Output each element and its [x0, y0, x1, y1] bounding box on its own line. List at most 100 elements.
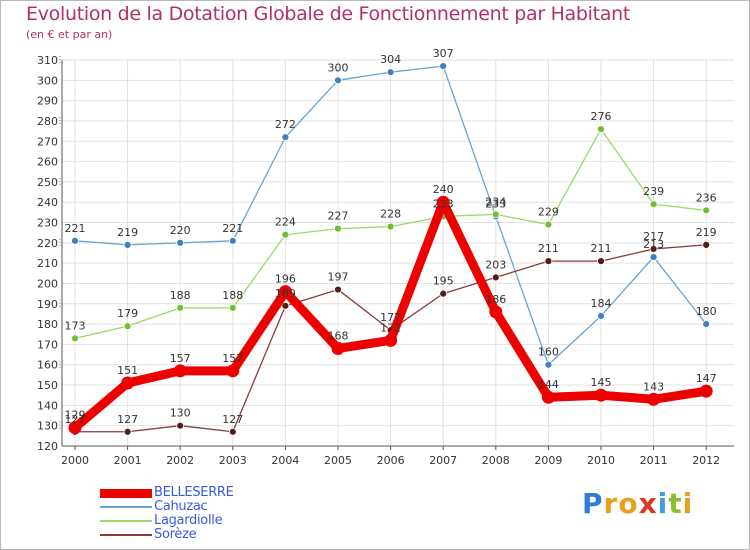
x-tick-label: 2009 [534, 454, 562, 467]
y-tick-label: 200 [37, 277, 58, 290]
point-lagardiolle [228, 303, 237, 312]
data-label-sor-ze: 217 [643, 230, 664, 243]
x-tick-label: 2000 [61, 454, 89, 467]
data-label-sor-ze: 197 [328, 271, 349, 284]
y-tick-label: 220 [37, 237, 58, 250]
point-belleserre [173, 364, 187, 378]
y-tick-label: 260 [37, 156, 58, 169]
point-sor-ze [649, 245, 658, 253]
point-cahuzac [228, 236, 237, 245]
data-label-sor-ze: 127 [222, 413, 243, 426]
data-label-lagardiolle: 188 [222, 289, 243, 302]
point-belleserre [68, 421, 82, 435]
data-label-sor-ze: 127 [65, 413, 86, 426]
point-cahuzac [123, 240, 132, 249]
point-lagardiolle [123, 322, 132, 331]
point-belleserre [331, 341, 345, 355]
data-label-lagardiolle: 236 [696, 191, 717, 204]
point-belleserre [541, 390, 555, 404]
data-label-sor-ze: 189 [275, 287, 296, 300]
data-label-sor-ze: 130 [170, 407, 191, 420]
y-tick-label: 210 [37, 257, 58, 270]
data-label-belleserre: 240 [433, 183, 454, 196]
data-label-belleserre: 157 [170, 352, 191, 365]
data-label-lagardiolle: 224 [275, 216, 296, 229]
x-tick-label: 2012 [692, 454, 720, 467]
point-lagardiolle [544, 220, 553, 229]
data-label-cahuzac: 307 [433, 47, 454, 60]
data-label-lagardiolle: 229 [538, 206, 559, 219]
data-label-belleserre: 168 [328, 329, 349, 342]
legend-swatch [100, 520, 152, 522]
legend-label: Lagardiolle [154, 513, 223, 528]
data-label-belleserre: 144 [538, 378, 559, 391]
data-label-sor-ze: 177 [380, 311, 401, 324]
y-tick-label: 150 [37, 379, 58, 392]
data-label-cahuzac: 221 [222, 222, 243, 235]
x-tick-label: 2004 [271, 454, 299, 467]
y-tick-label: 140 [37, 399, 58, 412]
x-tick-label: 2010 [587, 454, 615, 467]
data-label-lagardiolle: 233 [433, 197, 454, 210]
point-belleserre [278, 285, 292, 299]
data-label-sor-ze: 127 [117, 413, 138, 426]
y-tick-label: 290 [37, 95, 58, 108]
data-label-belleserre: 172 [380, 321, 401, 334]
data-label-cahuzac: 180 [696, 305, 717, 318]
data-label-cahuzac: 272 [275, 118, 296, 131]
data-label-cahuzac: 300 [328, 61, 349, 74]
legend-swatch [100, 488, 152, 498]
y-tick-label: 160 [37, 359, 58, 372]
point-sor-ze [228, 427, 237, 436]
data-label-lagardiolle: 228 [380, 208, 401, 221]
point-lagardiolle [491, 210, 500, 219]
point-lagardiolle [702, 206, 711, 215]
point-belleserre [121, 376, 135, 390]
x-tick-label: 2002 [166, 454, 194, 467]
point-sor-ze [544, 257, 553, 266]
legend-swatch [100, 506, 152, 508]
point-sor-ze [281, 301, 290, 310]
point-cahuzac [597, 312, 605, 320]
data-label-lagardiolle: 179 [117, 307, 138, 320]
data-label-sor-ze: 195 [433, 275, 454, 288]
data-label-belleserre: 143 [643, 380, 664, 393]
data-label-cahuzac: 304 [380, 53, 401, 66]
data-label-cahuzac: 160 [538, 346, 559, 359]
data-label-sor-ze: 219 [696, 226, 717, 239]
point-lagardiolle [71, 334, 79, 343]
chart-subtitle: (en € et par an) [26, 28, 113, 41]
data-label-belleserre: 145 [591, 376, 612, 389]
data-label-belleserre: 147 [696, 372, 717, 385]
x-tick-label: 2008 [482, 454, 510, 467]
data-label-cahuzac: 220 [170, 224, 191, 237]
data-label-cahuzac: 233 [485, 197, 506, 210]
y-tick-label: 180 [37, 318, 58, 331]
y-tick-label: 270 [37, 135, 58, 148]
series-lines [68, 62, 713, 436]
chart-title: Evolution de la Dotation Globale de Fonc… [26, 3, 631, 25]
point-lagardiolle [176, 303, 185, 312]
data-label-lagardiolle: 188 [170, 289, 191, 302]
point-sor-ze [123, 427, 132, 436]
y-tick-label: 300 [37, 74, 58, 87]
data-label-sor-ze: 203 [485, 258, 506, 271]
point-sor-ze [439, 289, 448, 298]
point-lagardiolle [334, 224, 342, 233]
point-lagardiolle [649, 200, 658, 209]
legend-label: Sorèze [154, 527, 197, 542]
y-tick-label: 170 [37, 338, 58, 351]
x-tick-label: 2007 [429, 454, 457, 467]
logo-letter: t [668, 487, 683, 520]
data-label-lagardiolle: 239 [643, 185, 664, 198]
y-tick-label: 120 [37, 440, 58, 453]
x-tick-label: 2006 [377, 454, 405, 467]
point-lagardiolle [281, 230, 290, 239]
data-label-cahuzac: 213 [643, 238, 664, 251]
y-tick-label: 240 [37, 196, 58, 209]
data-label-lagardiolle: 234 [485, 195, 506, 208]
point-cahuzac [334, 76, 342, 85]
logo-letter: i [657, 487, 669, 520]
